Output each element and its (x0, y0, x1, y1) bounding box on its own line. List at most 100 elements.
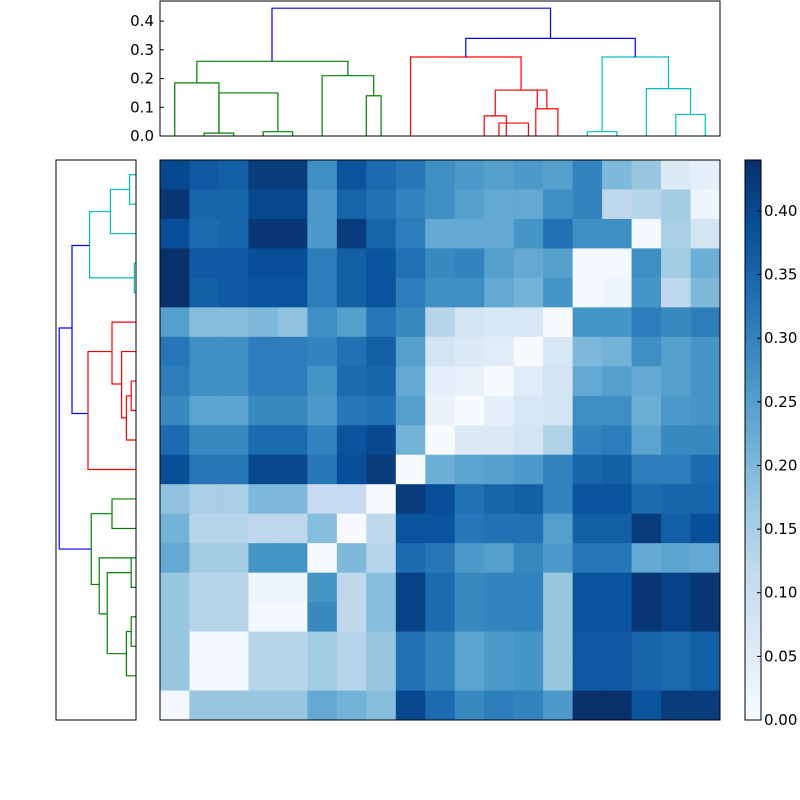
heatmap-cell (307, 690, 338, 721)
heatmap-cell (218, 631, 249, 662)
heatmap-cell (543, 661, 574, 692)
heatmap-cell (513, 189, 544, 220)
heatmap-cell (602, 395, 633, 426)
dendrogram-link (483, 115, 507, 136)
heatmap-cell (366, 425, 397, 456)
heatmap-cell (572, 336, 603, 367)
heatmap-cell (602, 248, 633, 279)
heatmap-cell (395, 395, 426, 426)
heatmap-cell (218, 484, 249, 515)
heatmap-cell (454, 366, 485, 397)
heatmap-cell (425, 631, 456, 662)
heatmap-cell (336, 189, 367, 220)
heatmap-cell (602, 454, 633, 485)
heatmap-cell (277, 454, 308, 485)
dendrogram-link (130, 380, 136, 412)
dendrogram-link (71, 244, 90, 415)
heatmap-cell (631, 395, 662, 426)
dendrogram-link (365, 95, 382, 136)
heatmap-cell (277, 661, 308, 692)
heatmap-cell (484, 336, 515, 367)
dendrogram-link (203, 132, 235, 136)
heatmap-cell (484, 484, 515, 515)
heatmap-cell (661, 218, 692, 249)
heatmap-cell (395, 307, 426, 338)
heatmap-cell (277, 160, 308, 190)
heatmap-cell (661, 395, 692, 426)
heatmap-cell (454, 572, 485, 603)
heatmap-cell (425, 248, 456, 279)
heatmap-cell (543, 690, 574, 721)
heatmap-cell (307, 395, 338, 426)
heatmap-cell (248, 425, 279, 456)
heatmap-cell (160, 572, 190, 603)
heatmap-cell (366, 248, 397, 279)
heatmap-cell (572, 690, 603, 721)
heatmap-cell (513, 513, 544, 544)
heatmap-cell (572, 277, 603, 308)
heatmap-cell (395, 631, 426, 662)
heatmap-cell (189, 307, 220, 338)
heatmap-cell (513, 454, 544, 485)
heatmap-cell (366, 484, 397, 515)
dendrogram-link (129, 174, 136, 205)
heatmap-cell (395, 248, 426, 279)
heatmap-cell (277, 189, 308, 220)
heatmap-cell (336, 543, 367, 574)
colorbar-tick-label: 0.05 (764, 647, 797, 665)
heatmap-cell (513, 160, 544, 190)
heatmap-cell (160, 454, 190, 485)
heatmap-cell (572, 572, 603, 603)
heatmap-cell (661, 307, 692, 338)
heatmap-cell (248, 543, 279, 574)
heatmap-cell (160, 631, 190, 662)
heatmap-cell (366, 661, 397, 692)
heatmap-cell (661, 631, 692, 662)
heatmap-cell (248, 248, 279, 279)
heatmap-cell (189, 454, 220, 485)
heatmap-cell (513, 425, 544, 456)
heatmap-cell (484, 631, 515, 662)
heatmap-cell (454, 661, 485, 692)
heatmap-cell (631, 160, 662, 190)
heatmap-cell (543, 307, 574, 338)
heatmap-cell (425, 366, 456, 397)
heatmap-cell (631, 661, 662, 692)
heatmap-cell (425, 602, 456, 633)
heatmap-cell (631, 189, 662, 220)
heatmap-cell (661, 277, 692, 308)
dendrogram-link (130, 557, 136, 588)
heatmap-cell (218, 543, 249, 574)
heatmap-cell (248, 366, 279, 397)
heatmap-cell (602, 572, 633, 603)
heatmap-cell (602, 690, 633, 721)
heatmap-cell (690, 572, 721, 603)
left-dendrogram-frame (55, 159, 137, 721)
heatmap-cell (484, 395, 515, 426)
heatmap-cell (189, 572, 220, 603)
heatmap-cell (661, 513, 692, 544)
heatmap-cell (218, 602, 249, 633)
heatmap-cell (425, 277, 456, 308)
heatmap-cell (395, 336, 426, 367)
heatmap-cell (336, 454, 367, 485)
heatmap-cell (661, 602, 692, 633)
dendrogram-link (89, 210, 135, 279)
heatmap-cell (189, 425, 220, 456)
heatmap-cell (277, 395, 308, 426)
dendrogram-link (174, 82, 220, 136)
heatmap-cell (425, 395, 456, 426)
heatmap-cell (189, 336, 220, 367)
heatmap-cell (572, 454, 603, 485)
heatmap-cell (366, 395, 397, 426)
heatmap-cell (395, 543, 426, 574)
heatmap-cell (513, 572, 544, 603)
heatmap-cell (277, 366, 308, 397)
heatmap-cell (543, 336, 574, 367)
heatmap-cell (248, 218, 279, 249)
heatmap-cell (277, 484, 308, 515)
heatmap-cell (513, 602, 544, 633)
heatmap-cell (454, 631, 485, 662)
heatmap-cell (513, 277, 544, 308)
dendrogram-link (121, 350, 136, 419)
